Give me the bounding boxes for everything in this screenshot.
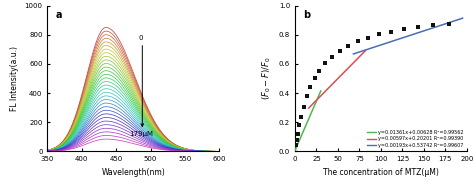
Point bbox=[414, 26, 422, 29]
Point bbox=[311, 77, 319, 80]
Point bbox=[387, 30, 395, 33]
Point bbox=[375, 33, 383, 36]
Text: a: a bbox=[56, 10, 63, 20]
Point bbox=[364, 36, 372, 39]
Point bbox=[401, 28, 408, 31]
Point bbox=[292, 144, 300, 147]
Point bbox=[345, 44, 352, 47]
Point bbox=[428, 24, 436, 27]
Y-axis label: FL Intensity(a.u.): FL Intensity(a.u.) bbox=[10, 46, 19, 111]
Point bbox=[315, 70, 323, 73]
Point bbox=[303, 94, 311, 97]
Point bbox=[295, 123, 303, 126]
Text: b: b bbox=[303, 10, 310, 20]
Y-axis label: $(F_0-F)/F_0$: $(F_0-F)/F_0$ bbox=[261, 57, 273, 100]
Point bbox=[300, 105, 307, 108]
Point bbox=[297, 115, 305, 118]
Point bbox=[354, 40, 362, 43]
Point bbox=[328, 55, 336, 58]
Point bbox=[445, 22, 453, 25]
Point bbox=[321, 62, 329, 65]
Point bbox=[294, 133, 301, 136]
Point bbox=[307, 85, 314, 88]
X-axis label: Wavelength(nm): Wavelength(nm) bbox=[101, 168, 165, 177]
Text: 179μM: 179μM bbox=[129, 131, 153, 137]
Text: 0: 0 bbox=[139, 35, 143, 41]
Legend: y=0.01361x+0.00628 R²=0.99562, y=0.00597x+0.20201 R²=0.99390, y=0.00193x+0.53742: y=0.01361x+0.00628 R²=0.99562, y=0.00597… bbox=[365, 129, 465, 149]
X-axis label: The concentration of MTZ(μM): The concentration of MTZ(μM) bbox=[323, 168, 439, 177]
Point bbox=[336, 49, 344, 52]
Point bbox=[293, 138, 301, 141]
